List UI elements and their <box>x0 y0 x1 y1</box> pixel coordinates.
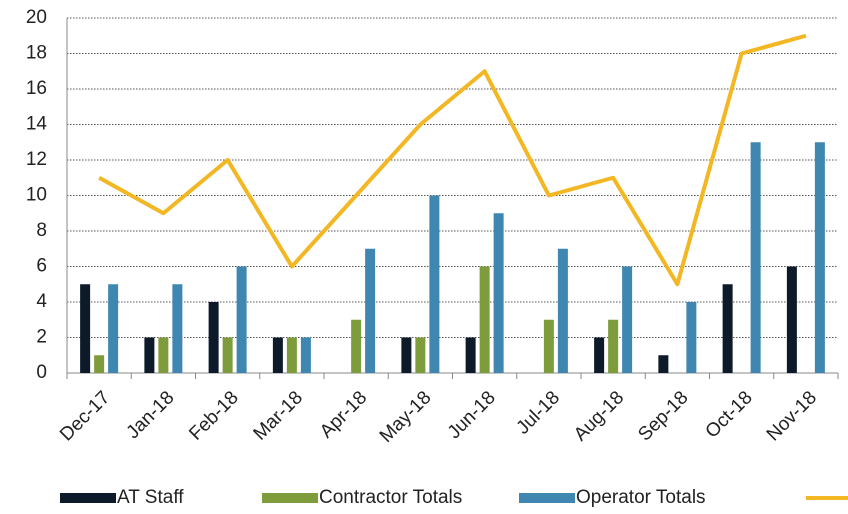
bar <box>750 142 761 373</box>
y-tick-label: 14 <box>26 114 48 135</box>
legend-swatch <box>262 493 318 503</box>
bar <box>236 266 247 373</box>
x-tick-label: Dec-17 <box>56 387 114 445</box>
legend-swatch <box>60 493 116 503</box>
x-tick-label: Jan-18 <box>123 387 179 443</box>
bar <box>172 284 183 373</box>
bar <box>658 355 669 373</box>
x-tick-label: Apr-18 <box>316 387 371 442</box>
bar <box>493 213 504 373</box>
bar <box>208 302 219 373</box>
bar <box>557 248 568 373</box>
bar <box>722 284 733 373</box>
bar <box>622 266 633 373</box>
bar <box>286 337 297 373</box>
bar <box>365 248 376 373</box>
line <box>98 33 807 287</box>
bar <box>300 337 311 373</box>
legend: AT Staff Contractor Totals Operator Totals… <box>60 487 848 508</box>
legend-label: AT Staff <box>117 487 184 508</box>
bar <box>479 266 490 373</box>
y-tick-label: 0 <box>36 362 47 383</box>
bar <box>272 337 283 373</box>
bar <box>94 355 105 373</box>
x-tick-label: Jul-18 <box>513 387 564 438</box>
y-tick-label: 18 <box>26 43 47 64</box>
bar <box>608 319 619 373</box>
bar <box>415 337 426 373</box>
legend-swatch <box>519 493 575 503</box>
bar <box>80 284 91 373</box>
bar <box>465 337 476 373</box>
bar <box>786 266 797 373</box>
x-tick-label: Sep-18 <box>634 387 692 445</box>
y-tick-label: 2 <box>36 327 47 348</box>
y-tick-label: 4 <box>36 291 47 312</box>
x-tick-label: Feb-18 <box>185 387 242 444</box>
bar <box>543 319 554 373</box>
y-tick-label: 6 <box>36 256 47 277</box>
bar <box>401 337 412 373</box>
x-tick-label: Nov-18 <box>763 387 821 445</box>
y-tick-label: 16 <box>26 78 47 99</box>
y-tick-label: 20 <box>26 7 47 28</box>
bar <box>222 337 233 373</box>
x-tick-label: Oct-18 <box>702 387 757 442</box>
x-tick-label: Aug-18 <box>570 387 628 445</box>
x-tick-label: Jun-18 <box>444 387 500 443</box>
bar <box>108 284 119 373</box>
bar <box>814 142 825 373</box>
legend-label: Contractor Totals <box>319 487 462 508</box>
legend-label: Operator Totals <box>576 487 706 508</box>
bar <box>429 195 440 373</box>
y-tick-label: 10 <box>26 185 47 206</box>
y-tick-label: 8 <box>36 220 47 241</box>
bar <box>158 337 169 373</box>
bar <box>686 302 697 373</box>
bar <box>144 337 155 373</box>
bar <box>594 337 605 373</box>
y-tick-label: 12 <box>26 149 47 170</box>
x-tick-label: Mar-18 <box>250 387 307 444</box>
x-tick-label: May-18 <box>376 387 436 447</box>
bar <box>351 319 362 373</box>
